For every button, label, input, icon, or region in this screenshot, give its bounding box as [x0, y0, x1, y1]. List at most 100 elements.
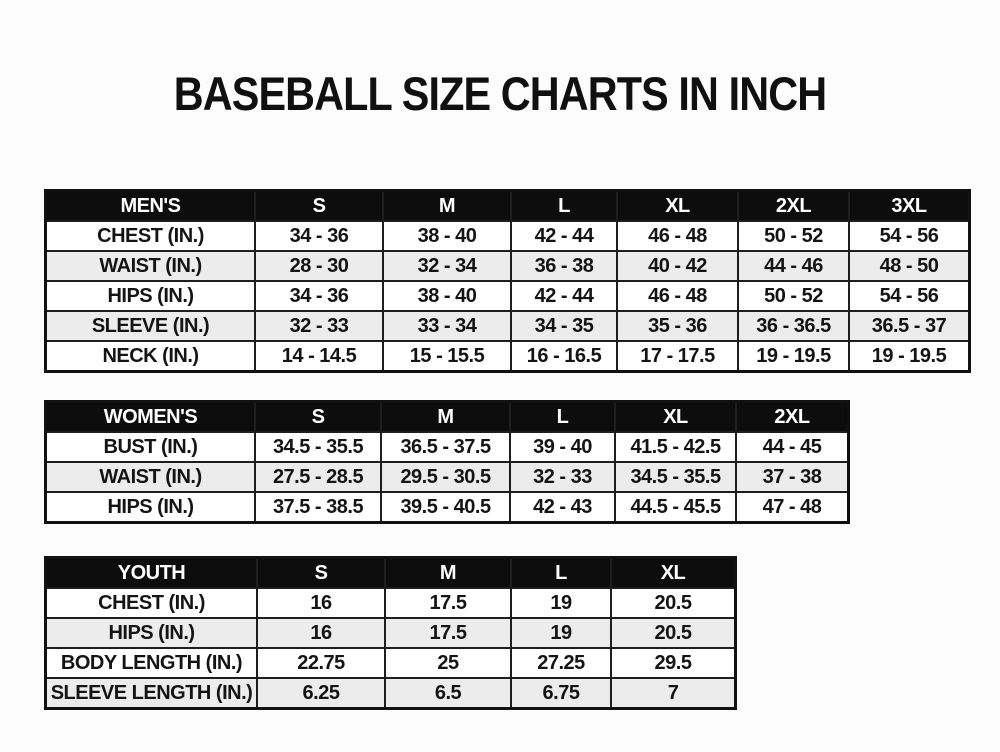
- size-value-cell: 38 - 40: [382, 220, 512, 252]
- size-value-cell: 34 - 36: [254, 280, 384, 312]
- column-header-cell: 2XL: [737, 189, 850, 222]
- header-row: WOMEN'S S M L XL 2XL: [44, 400, 850, 433]
- size-value-cell: 46 - 48: [616, 280, 739, 312]
- size-value-cell: 36.5 - 37.5: [380, 431, 511, 463]
- table-row: BODY LENGTH (IN.) 22.75 25 27.25 29.5: [44, 647, 737, 679]
- table-row: HIPS (IN.) 16 17.5 19 20.5: [44, 617, 737, 649]
- size-value-cell: 36 - 38: [510, 250, 618, 282]
- size-value-cell: 46 - 48: [616, 220, 739, 252]
- row-label-cell: NECK (IN.): [44, 340, 256, 373]
- size-value-cell: 44 - 45: [735, 431, 850, 463]
- row-label-cell: WAIST (IN.): [44, 250, 256, 282]
- header-row: MEN'S S M L XL 2XL 3XL: [44, 189, 971, 222]
- row-label-cell: HIPS (IN.): [44, 617, 258, 649]
- table-row: HIPS (IN.) 34 - 36 38 - 40 42 - 44 46 - 48 50…: [44, 280, 971, 312]
- column-header-cell: L: [510, 189, 618, 222]
- size-value-cell: 34 - 35: [510, 310, 618, 342]
- size-value-cell: 19: [510, 587, 612, 619]
- size-value-cell: 37.5 - 38.5: [254, 491, 382, 524]
- size-value-cell: 39 - 40: [509, 431, 616, 463]
- row-label-cell: CHEST (IN.): [44, 587, 258, 619]
- size-value-cell: 34 - 36: [254, 220, 384, 252]
- column-header-cell: XL: [616, 189, 739, 222]
- row-label-cell: WAIST (IN.): [44, 461, 256, 493]
- size-value-cell: 50 - 52: [737, 220, 850, 252]
- row-label-cell: BUST (IN.): [44, 431, 256, 463]
- size-value-cell: 25: [384, 647, 512, 679]
- size-value-cell: 29.5 - 30.5: [380, 461, 511, 493]
- size-value-cell: 19 - 19.5: [848, 340, 971, 373]
- size-value-cell: 42 - 44: [510, 220, 618, 252]
- size-value-cell: 34.5 - 35.5: [254, 431, 382, 463]
- size-value-cell: 32 - 33: [509, 461, 616, 493]
- size-value-cell: 16: [256, 587, 386, 619]
- column-header-cell: S: [256, 556, 386, 589]
- size-value-cell: 47 - 48: [735, 491, 850, 524]
- size-value-cell: 20.5: [610, 587, 737, 619]
- size-value-cell: 32 - 33: [254, 310, 384, 342]
- size-value-cell: 42 - 43: [509, 491, 616, 524]
- size-value-cell: 16 - 16.5: [510, 340, 618, 373]
- table-row: CHEST (IN.) 34 - 36 38 - 40 42 - 44 46 - 48 5…: [44, 220, 971, 252]
- size-value-cell: 36 - 36.5: [737, 310, 850, 342]
- size-value-cell: 33 - 34: [382, 310, 512, 342]
- size-value-cell: 39.5 - 40.5: [380, 491, 511, 524]
- size-value-cell: 19: [510, 617, 612, 649]
- size-value-cell: 40 - 42: [616, 250, 739, 282]
- size-value-cell: 42 - 44: [510, 280, 618, 312]
- column-header-cell: XL: [614, 400, 737, 433]
- size-value-cell: 27.25: [510, 647, 612, 679]
- youth-size-table: YOUTH S M L XL CHEST (IN.) 16 17.5 19 20.5 HIPS (I…: [44, 556, 737, 710]
- table-title-cell: WOMEN'S: [44, 400, 256, 433]
- size-value-cell: 6.5: [384, 677, 512, 710]
- size-value-cell: 19 - 19.5: [737, 340, 850, 373]
- row-label-cell: BODY LENGTH (IN.): [44, 647, 258, 679]
- size-value-cell: 22.75: [256, 647, 386, 679]
- table-row: WAIST (IN.) 27.5 - 28.5 29.5 - 30.5 32 - 33…: [44, 461, 850, 493]
- mens-size-table: MEN'S S M L XL 2XL 3XL CHEST (IN.) 34 - 36 38 - 4…: [44, 189, 971, 373]
- size-value-cell: 16: [256, 617, 386, 649]
- size-value-cell: 20.5: [610, 617, 737, 649]
- size-value-cell: 41.5 - 42.5: [614, 431, 737, 463]
- womens-size-table: WOMEN'S S M L XL 2XL BUST (IN.) 34.5 - 35.5 36.5…: [44, 400, 850, 524]
- size-value-cell: 28 - 30: [254, 250, 384, 282]
- size-value-cell: 32 - 34: [382, 250, 512, 282]
- size-value-cell: 35 - 36: [616, 310, 739, 342]
- table-title-cell: MEN'S: [44, 189, 256, 222]
- table-row: SLEEVE LENGTH (IN.) 6.25 6.5 6.75 7: [44, 677, 737, 710]
- size-value-cell: 6.75: [510, 677, 612, 710]
- table-row: HIPS (IN.) 37.5 - 38.5 39.5 - 40.5 42 - 43 4…: [44, 491, 850, 524]
- column-header-cell: S: [254, 400, 382, 433]
- column-header-cell: M: [380, 400, 511, 433]
- size-value-cell: 50 - 52: [737, 280, 850, 312]
- column-header-cell: S: [254, 189, 384, 222]
- page-title: BASEBALL SIZE CHARTS IN INCH: [173, 67, 827, 120]
- row-label-cell: HIPS (IN.): [44, 280, 256, 312]
- size-value-cell: 7: [610, 677, 737, 710]
- size-value-cell: 29.5: [610, 647, 737, 679]
- column-header-cell: L: [509, 400, 616, 433]
- size-value-cell: 34.5 - 35.5: [614, 461, 737, 493]
- size-value-cell: 38 - 40: [382, 280, 512, 312]
- size-value-cell: 15 - 15.5: [382, 340, 512, 373]
- row-label-cell: SLEEVE (IN.): [44, 310, 256, 342]
- size-value-cell: 54 - 56: [848, 280, 971, 312]
- size-value-cell: 17.5: [384, 587, 512, 619]
- row-label-cell: SLEEVE LENGTH (IN.): [44, 677, 258, 710]
- column-header-cell: M: [382, 189, 512, 222]
- table-row: SLEEVE (IN.) 32 - 33 33 - 34 34 - 35 35 - 36…: [44, 310, 971, 342]
- column-header-cell: XL: [610, 556, 737, 589]
- row-label-cell: HIPS (IN.): [44, 491, 256, 524]
- size-value-cell: 17.5: [384, 617, 512, 649]
- table-row: CHEST (IN.) 16 17.5 19 20.5: [44, 587, 737, 619]
- size-value-cell: 27.5 - 28.5: [254, 461, 382, 493]
- table-row: WAIST (IN.) 28 - 30 32 - 34 36 - 38 40 - 42 4…: [44, 250, 971, 282]
- size-value-cell: 44.5 - 45.5: [614, 491, 737, 524]
- column-header-cell: 2XL: [735, 400, 850, 433]
- row-label-cell: CHEST (IN.): [44, 220, 256, 252]
- table-row: NECK (IN.) 14 - 14.5 15 - 15.5 16 - 16.5 17 …: [44, 340, 971, 373]
- column-header-cell: M: [384, 556, 512, 589]
- size-value-cell: 48 - 50: [848, 250, 971, 282]
- column-header-cell: 3XL: [848, 189, 971, 222]
